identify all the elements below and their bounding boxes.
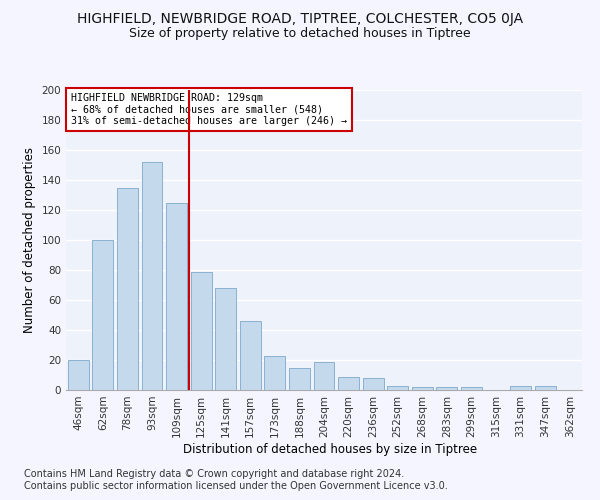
Bar	[142, 162, 163, 390]
Bar	[510, 386, 531, 390]
Bar	[92, 240, 113, 390]
Text: HIGHFIELD NEWBRIDGE ROAD: 129sqm
← 68% of detached houses are smaller (548)
31% : HIGHFIELD NEWBRIDGE ROAD: 129sqm ← 68% o…	[71, 93, 347, 126]
Bar	[314, 362, 334, 390]
Bar	[362, 378, 383, 390]
Text: Distribution of detached houses by size in Tiptree: Distribution of detached houses by size …	[183, 442, 477, 456]
Y-axis label: Number of detached properties: Number of detached properties	[23, 147, 36, 333]
Text: Size of property relative to detached houses in Tiptree: Size of property relative to detached ho…	[129, 28, 471, 40]
Bar	[191, 272, 212, 390]
Bar	[240, 321, 261, 390]
Text: Contains HM Land Registry data © Crown copyright and database right 2024.: Contains HM Land Registry data © Crown c…	[24, 469, 404, 479]
Text: Contains public sector information licensed under the Open Government Licence v3: Contains public sector information licen…	[24, 481, 448, 491]
Bar	[215, 288, 236, 390]
Bar	[436, 387, 457, 390]
Bar	[338, 376, 359, 390]
Text: HIGHFIELD, NEWBRIDGE ROAD, TIPTREE, COLCHESTER, CO5 0JA: HIGHFIELD, NEWBRIDGE ROAD, TIPTREE, COLC…	[77, 12, 523, 26]
Bar	[68, 360, 89, 390]
Bar	[387, 386, 408, 390]
Bar	[535, 386, 556, 390]
Bar	[117, 188, 138, 390]
Bar	[166, 202, 187, 390]
Bar	[461, 387, 482, 390]
Bar	[265, 356, 286, 390]
Bar	[412, 387, 433, 390]
Bar	[289, 368, 310, 390]
